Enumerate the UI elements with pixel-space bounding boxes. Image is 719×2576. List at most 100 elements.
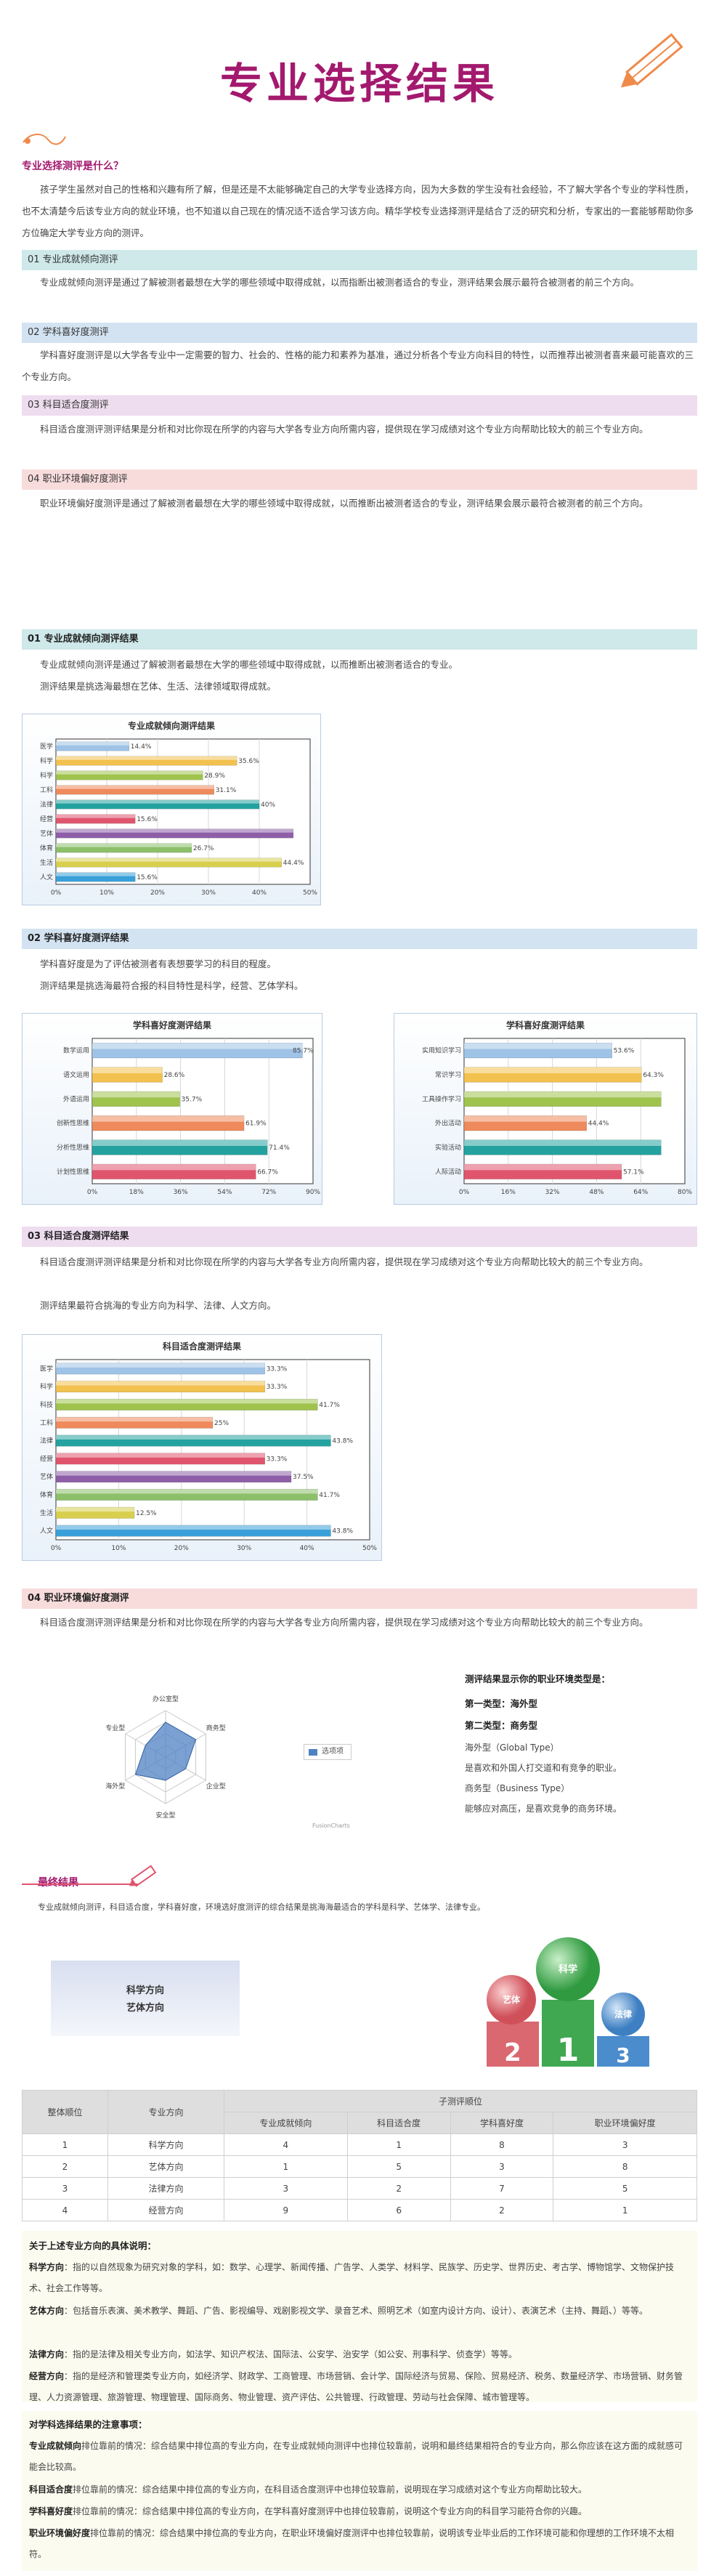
data-label: 28.6% bbox=[164, 1072, 185, 1079]
notes-panel-1 bbox=[22, 2231, 697, 2402]
data-label: 44.4% bbox=[588, 1121, 609, 1128]
bar-highlight bbox=[56, 1507, 134, 1512]
table-cell: 艺体方向 bbox=[107, 2155, 224, 2178]
section3-p2: 测评结果最符合挑海的专业方向为科学、法律、人文方向。 bbox=[40, 1300, 277, 1311]
overview-text-2: 学科喜好度测评是以大学各专业中一定需要的智力、社会的、性格的能力和素养为基准，通… bbox=[22, 350, 694, 382]
notes2-heading: 对学科选择结果的注意事项： bbox=[29, 2419, 147, 2430]
radar-axis-label: 海外型 bbox=[105, 1782, 125, 1790]
bar bbox=[55, 1399, 318, 1410]
tick-label: 40% bbox=[300, 1545, 314, 1552]
category-label: 科技 bbox=[40, 1400, 53, 1409]
th-rank: 整体顺位 bbox=[22, 2090, 108, 2134]
bar bbox=[55, 1453, 265, 1465]
section3-bar: 03 科目适合度测评结果 bbox=[22, 1227, 697, 1247]
category-label: 实验活动 bbox=[435, 1143, 461, 1152]
category-label: 经营 bbox=[40, 815, 53, 823]
data-label: 15.6% bbox=[137, 874, 158, 881]
podium-num-3: 3 bbox=[616, 2043, 630, 2067]
chart-title: 专业成就倾向测评结果 bbox=[128, 720, 215, 731]
bar-highlight bbox=[56, 1434, 331, 1440]
section1-p1: 专业成就倾向测评是通过了解被测者最想在大学的哪些领域中取得成就，以而推断出被测者… bbox=[40, 659, 458, 670]
section3-p1: 科目适合度测评测评结果是分析和对比你现在所学的内容与大学各专业方向所需内容，提供… bbox=[40, 1256, 649, 1267]
bar-highlight bbox=[464, 1115, 587, 1122]
bar bbox=[463, 1043, 612, 1059]
note-value: ：包括音乐表演、美术教学、舞蹈、广告、影视编导、戏剧影视文学、录音艺术、照明艺术… bbox=[64, 2306, 649, 2316]
category-label: 实用知识学习 bbox=[422, 1046, 461, 1055]
chart-radar: 办公室型 商务型 企业型 安全型 海外型 专业型 bbox=[67, 1683, 264, 1828]
bar bbox=[55, 1525, 331, 1537]
table-cell: 1 bbox=[22, 2133, 108, 2156]
bar-highlight bbox=[56, 799, 259, 804]
podium-num-2: 2 bbox=[504, 2038, 521, 2067]
note-value: 排位靠前的情况：综合结果中排位高的专业方向，在专业成就倾向测评中也排位较靠前，说… bbox=[29, 2441, 683, 2472]
env-types-title: 测评结果显示你的职业环境类型是： bbox=[465, 1673, 611, 1684]
note-key: 科学方向 bbox=[29, 2262, 65, 2272]
notes1-item-2: 艺体方向：包括音乐表演、美术教学、舞蹈、广告、影视编导、戏剧影视文学、录音艺术、… bbox=[29, 2301, 691, 2322]
overview-bar-4: 04 职业环境偏好度测评 bbox=[22, 469, 697, 490]
category-label: 体育 bbox=[40, 1490, 53, 1499]
bar bbox=[463, 1067, 642, 1083]
podium-label-1: 科学 bbox=[558, 1963, 577, 1975]
note-value: 排位靠前的情况：综合结果中排位高的专业方向，在科目适合度测评中也排位较靠前，说明… bbox=[73, 2484, 588, 2495]
th-sub-3: 学科喜好度 bbox=[450, 2112, 554, 2134]
podium-graphic: 科学 艺体 法律 1 2 3 bbox=[487, 1937, 649, 2069]
bar-highlight bbox=[464, 1139, 662, 1146]
table-row: 1 科学方向 4 1 8 3 bbox=[22, 2133, 697, 2156]
table-cell: 8 bbox=[450, 2133, 554, 2156]
tick-label: 54% bbox=[217, 1189, 232, 1196]
category-label: 数学运用 bbox=[63, 1046, 89, 1055]
table-cell: 8 bbox=[553, 2155, 697, 2178]
table-cell: 科学方向 bbox=[107, 2133, 224, 2156]
radar-axis-label: 办公室型 bbox=[153, 1695, 179, 1703]
table-cell: 1 bbox=[553, 2199, 697, 2221]
notes2-item-2: 科目适合度排位靠前的情况：综合结果中排位高的专业方向，在科目适合度测评中也排位较… bbox=[29, 2479, 691, 2500]
table-cell: 3 bbox=[22, 2177, 108, 2200]
notes-panel-2 bbox=[22, 2411, 697, 2571]
bar bbox=[55, 785, 214, 795]
bar-highlight bbox=[56, 1417, 213, 1422]
category-label: 科学 bbox=[40, 756, 53, 765]
bar-highlight bbox=[92, 1067, 163, 1073]
data-label: 33.3% bbox=[267, 1455, 288, 1463]
bar-highlight bbox=[464, 1067, 642, 1073]
tick-label: 90% bbox=[306, 1189, 320, 1196]
data-label: 44.4% bbox=[283, 860, 304, 867]
note-value: ：指的是法律及相关专业方向，如法学、知识产权法、国际法、公安学、治安学（如公安、… bbox=[64, 2349, 518, 2359]
tick-label: 50% bbox=[303, 889, 317, 897]
th-sub-2: 科目适合度 bbox=[346, 2112, 451, 2134]
bar bbox=[55, 756, 237, 766]
env-type-1: 第一类型：海外型 bbox=[465, 1698, 538, 1709]
category-label: 科学 bbox=[40, 1382, 53, 1391]
tick-label: 0% bbox=[459, 1189, 470, 1196]
env-desc-1: 海外型（Global Type） bbox=[465, 1743, 559, 1753]
plot-area bbox=[463, 1038, 686, 1184]
bar bbox=[92, 1139, 268, 1155]
note-key: 经营方向 bbox=[29, 2371, 65, 2381]
data-label: 57.1% bbox=[623, 1168, 644, 1176]
radar-axis-label: 商务型 bbox=[206, 1724, 226, 1732]
bar bbox=[55, 1506, 135, 1519]
note-value: ：指的是经济和管理类专业方向，如经济学、财政学、工商管理、市场营销、会计学、国际… bbox=[29, 2371, 683, 2402]
category-label: 医学 bbox=[40, 742, 53, 751]
bar-highlight bbox=[56, 843, 192, 847]
radar-axis-label: 专业型 bbox=[105, 1724, 125, 1732]
data-label: 35.6% bbox=[238, 758, 259, 765]
bar-highlight bbox=[56, 872, 136, 876]
bar-highlight bbox=[56, 814, 136, 818]
section1-p2: 测评结果是挑选海最想在艺体、生活、法律领域取得成就。 bbox=[40, 681, 277, 692]
bar-highlight bbox=[56, 741, 129, 746]
bar bbox=[55, 814, 136, 824]
category-label: 艺体 bbox=[40, 1472, 53, 1481]
bar bbox=[463, 1115, 587, 1131]
tick-label: 30% bbox=[237, 1545, 251, 1552]
bar bbox=[463, 1163, 622, 1179]
table-cell: 法律方向 bbox=[107, 2177, 224, 2200]
bar bbox=[55, 872, 136, 882]
bar bbox=[55, 741, 130, 751]
chart-preference-2: 学科喜好度测评结果 0% 16% 32% 48% 64% 80% 实用知识学习 53.6% 常识学… bbox=[394, 1013, 697, 1205]
notes1-heading: 关于上述专业方向的具体说明： bbox=[29, 2240, 157, 2251]
pencil-icon bbox=[129, 1865, 157, 1887]
notes2-item-3: 学科喜好度排位靠前的情况：综合结果中排位高的专业方向，在学科喜好度测评中也排位较… bbox=[29, 2501, 691, 2522]
final-box-line-1: 科学方向 bbox=[126, 1985, 164, 1996]
bar bbox=[92, 1115, 245, 1131]
